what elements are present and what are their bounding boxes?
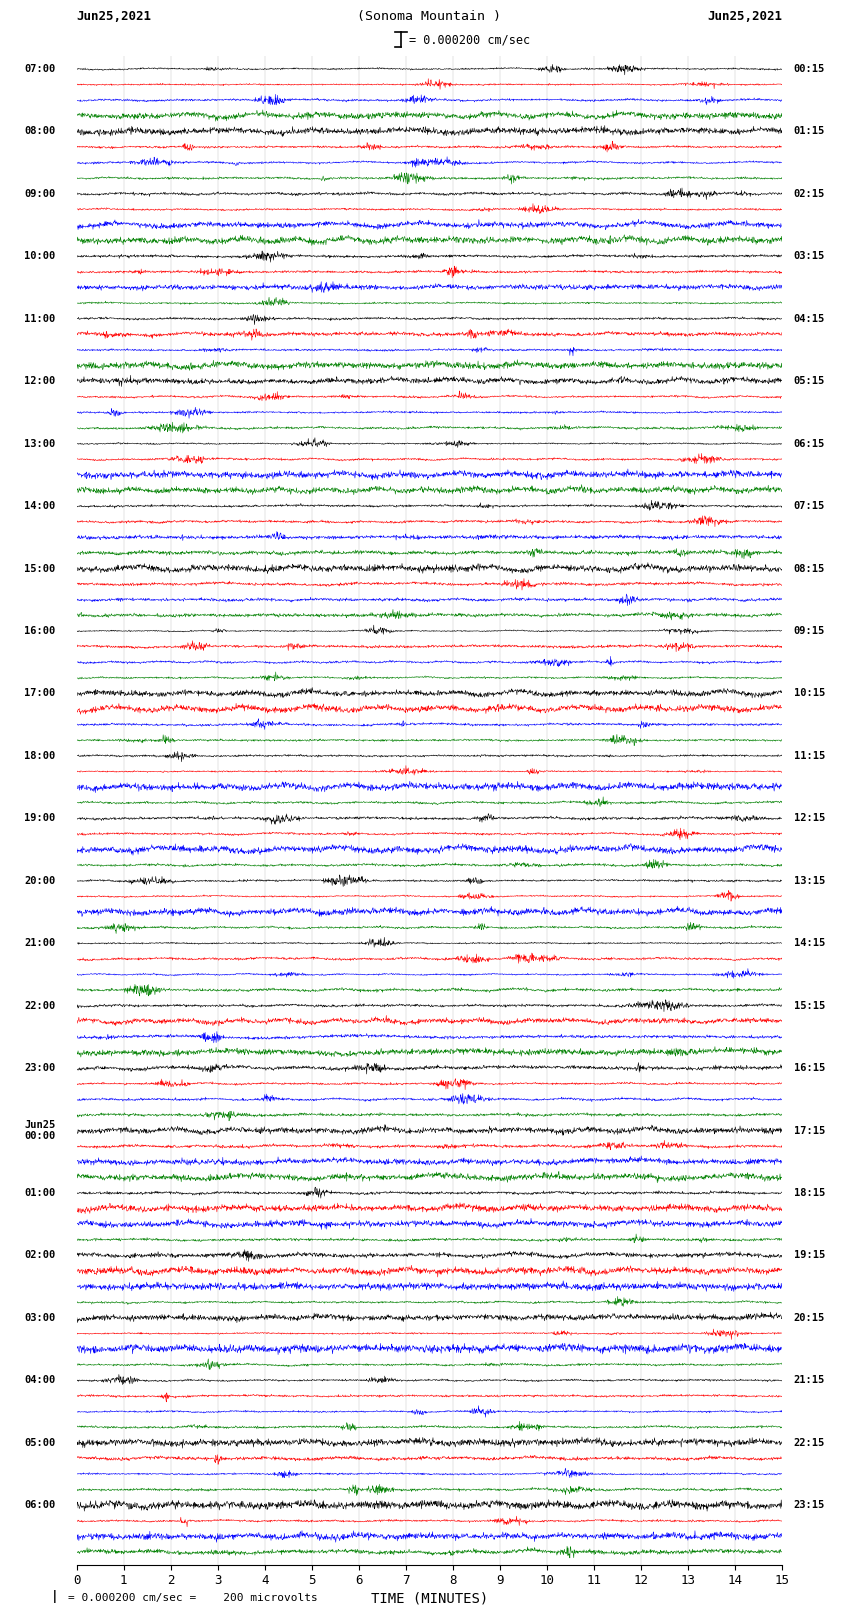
- Text: 04:00: 04:00: [24, 1376, 55, 1386]
- Text: 05:15: 05:15: [794, 376, 825, 386]
- Text: Jun25
00:00: Jun25 00:00: [24, 1119, 55, 1142]
- Text: 23:00: 23:00: [24, 1063, 55, 1073]
- X-axis label: TIME (MINUTES): TIME (MINUTES): [371, 1592, 488, 1605]
- Text: 01:15: 01:15: [794, 126, 825, 137]
- Text: 18:15: 18:15: [794, 1189, 825, 1198]
- Text: 13:15: 13:15: [794, 876, 825, 886]
- Text: 03:00: 03:00: [24, 1313, 55, 1323]
- Text: = 0.000200 cm/sec =    200 microvolts: = 0.000200 cm/sec = 200 microvolts: [68, 1594, 318, 1603]
- Text: 13:00: 13:00: [24, 439, 55, 448]
- Text: 15:15: 15:15: [794, 1000, 825, 1011]
- Text: 02:15: 02:15: [794, 189, 825, 198]
- Text: 21:15: 21:15: [794, 1376, 825, 1386]
- Text: 16:15: 16:15: [794, 1063, 825, 1073]
- Text: 16:00: 16:00: [24, 626, 55, 636]
- Text: 04:15: 04:15: [794, 315, 825, 324]
- Text: 06:15: 06:15: [794, 439, 825, 448]
- Text: 12:15: 12:15: [794, 813, 825, 823]
- Text: Jun25,2021: Jun25,2021: [76, 10, 151, 23]
- Text: 22:00: 22:00: [24, 1000, 55, 1011]
- Text: 03:15: 03:15: [794, 252, 825, 261]
- Text: 20:15: 20:15: [794, 1313, 825, 1323]
- Text: 20:00: 20:00: [24, 876, 55, 886]
- Text: 11:15: 11:15: [794, 752, 825, 761]
- Text: 22:15: 22:15: [794, 1437, 825, 1448]
- Text: 01:00: 01:00: [24, 1189, 55, 1198]
- Text: 17:00: 17:00: [24, 689, 55, 698]
- Text: 09:15: 09:15: [794, 626, 825, 636]
- Text: Jun25,2021: Jun25,2021: [707, 10, 782, 23]
- Text: 06:00: 06:00: [24, 1500, 55, 1510]
- Text: 07:00: 07:00: [24, 65, 55, 74]
- Text: 17:15: 17:15: [794, 1126, 825, 1136]
- Text: = 0.000200 cm/sec: = 0.000200 cm/sec: [410, 34, 530, 47]
- Text: 18:00: 18:00: [24, 752, 55, 761]
- Text: |: |: [51, 1590, 59, 1603]
- Text: 08:00: 08:00: [24, 126, 55, 137]
- Text: 14:00: 14:00: [24, 502, 55, 511]
- Text: 08:15: 08:15: [794, 563, 825, 574]
- Text: 11:00: 11:00: [24, 315, 55, 324]
- Text: 19:00: 19:00: [24, 813, 55, 823]
- Text: 14:15: 14:15: [794, 939, 825, 948]
- Text: 02:00: 02:00: [24, 1250, 55, 1260]
- Text: 07:15: 07:15: [794, 502, 825, 511]
- Text: 00:15: 00:15: [794, 65, 825, 74]
- Text: 10:00: 10:00: [24, 252, 55, 261]
- Text: 15:00: 15:00: [24, 563, 55, 574]
- Text: 21:00: 21:00: [24, 939, 55, 948]
- Text: 23:15: 23:15: [794, 1500, 825, 1510]
- Text: 05:00: 05:00: [24, 1437, 55, 1448]
- Text: (Sonoma Mountain ): (Sonoma Mountain ): [357, 10, 502, 23]
- Text: 19:15: 19:15: [794, 1250, 825, 1260]
- Text: 10:15: 10:15: [794, 689, 825, 698]
- Text: 12:00: 12:00: [24, 376, 55, 386]
- Text: 09:00: 09:00: [24, 189, 55, 198]
